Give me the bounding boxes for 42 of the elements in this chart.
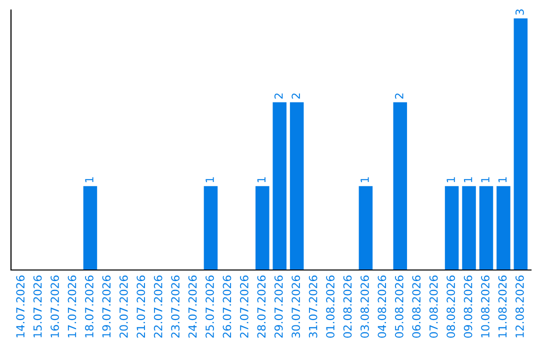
x-tick-label: 16.07.2026 bbox=[50, 276, 59, 338]
x-tick-label: 01.08.2026 bbox=[326, 276, 334, 338]
x-tick-label: 21.07.2026 bbox=[136, 276, 146, 338]
data-label: 2 bbox=[292, 94, 300, 99]
x-tick-label: 03.08.2026 bbox=[360, 276, 369, 338]
data-label: 1 bbox=[446, 177, 455, 182]
x-tick-label: 29.07.2026 bbox=[274, 276, 283, 338]
x-tick-label: 17.07.2026 bbox=[68, 276, 76, 338]
x-tick-label: 08.08.2026 bbox=[446, 276, 456, 338]
x-tick-label: 06.08.2026 bbox=[412, 276, 421, 338]
x-tick-label: 04.08.2026 bbox=[378, 276, 386, 338]
x-tick-label: 28.07.2026 bbox=[257, 276, 266, 338]
data-label: 2 bbox=[394, 94, 404, 99]
data-label: 1 bbox=[481, 177, 490, 182]
data-label: 1 bbox=[498, 177, 507, 182]
x-tick-label: 09.08.2026 bbox=[464, 276, 472, 338]
x-tick-label: 23.07.2026 bbox=[171, 276, 180, 338]
x-tick-label: 15.07.2026 bbox=[33, 276, 42, 338]
data-label: 1 bbox=[85, 177, 94, 182]
x-tick-label: 05.08.2026 bbox=[394, 276, 404, 338]
data-label: 1 bbox=[360, 177, 369, 182]
x-tick-label: 27.07.2026 bbox=[240, 276, 248, 338]
data-label: 2 bbox=[274, 94, 283, 99]
data-label: 1 bbox=[206, 177, 214, 182]
x-tick-label: 18.07.2026 bbox=[85, 276, 94, 338]
data-label: 1 bbox=[257, 177, 266, 182]
x-tick-label: 22.07.2026 bbox=[154, 276, 162, 338]
x-tick-label: 14.07.2026 bbox=[16, 276, 25, 338]
data-label: 3 bbox=[515, 9, 524, 15]
x-tick-label: 12.08.2026 bbox=[515, 276, 524, 338]
x-tick-label: 20.07.2026 bbox=[119, 276, 128, 338]
x-tick-label: 31.07.2026 bbox=[308, 276, 318, 338]
x-tick-label: 26.07.2026 bbox=[222, 276, 232, 338]
x-tick-label: 30.07.2026 bbox=[292, 276, 300, 338]
x-tick-label: 11.08.2026 bbox=[498, 276, 507, 338]
x-tick-label: 24.07.2026 bbox=[188, 276, 197, 338]
x-tick-label: 19.07.2026 bbox=[102, 276, 111, 338]
data-label: 1 bbox=[464, 177, 472, 182]
x-tick-label: 02.08.2026 bbox=[343, 276, 352, 338]
x-tick-label: 25.07.2026 bbox=[206, 276, 214, 338]
x-tick-label: 07.08.2026 bbox=[429, 276, 438, 338]
x-tick-label: 10.08.2026 bbox=[481, 276, 490, 338]
